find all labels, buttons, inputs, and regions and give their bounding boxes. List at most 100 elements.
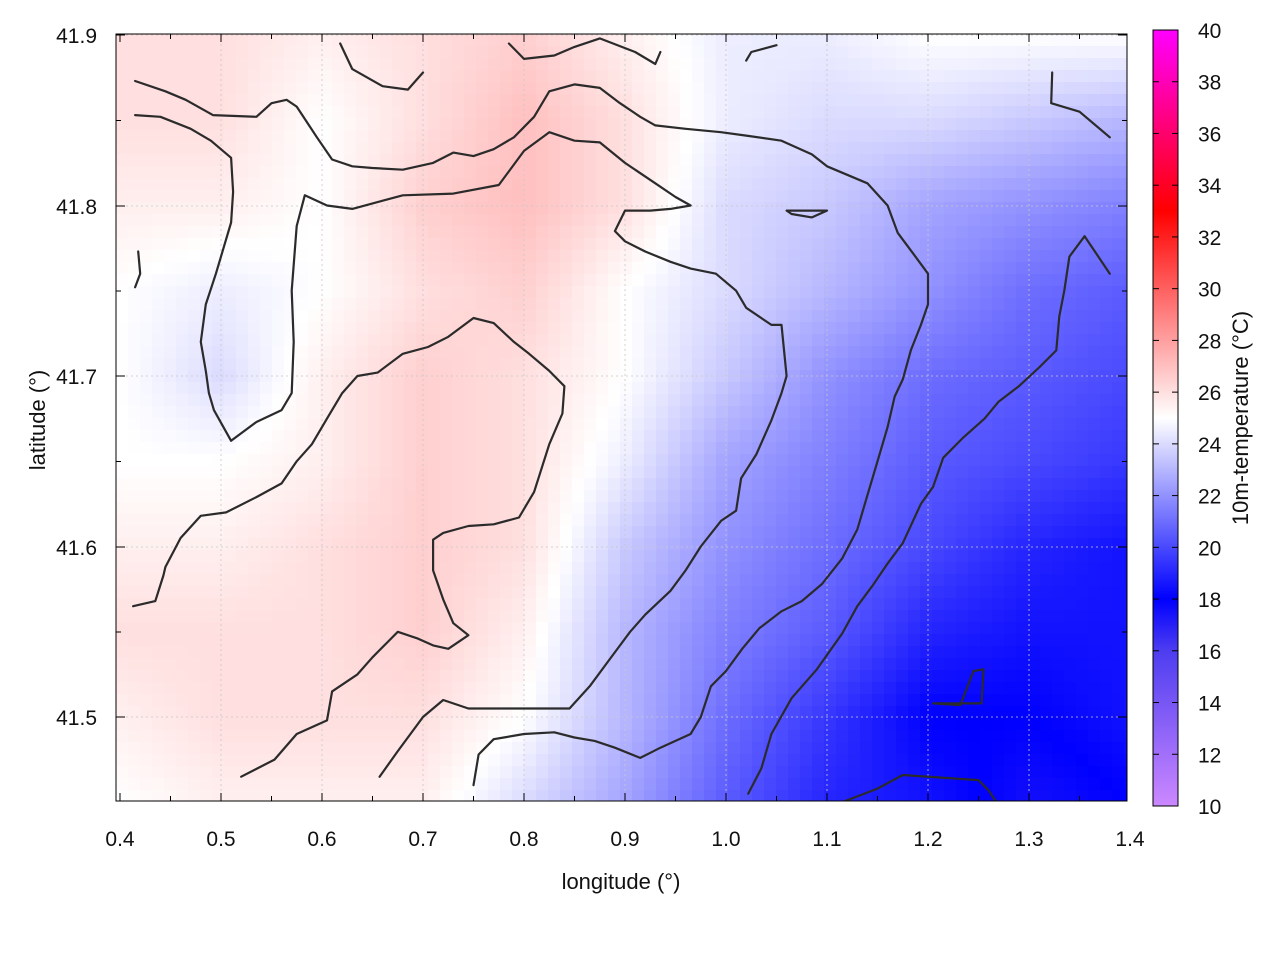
heat-cell	[692, 490, 705, 503]
heat-cell	[212, 154, 225, 167]
heat-cell	[800, 406, 813, 419]
heat-cell	[356, 94, 369, 107]
heat-cell	[1040, 418, 1053, 431]
heat-cell	[1052, 358, 1065, 371]
heat-cell	[872, 346, 885, 359]
heat-cell	[956, 406, 969, 419]
heat-cell	[176, 430, 189, 443]
heat-cell	[464, 34, 477, 47]
heat-cell	[764, 394, 777, 407]
heat-cell	[1028, 130, 1041, 143]
heat-cell	[416, 418, 429, 431]
heat-cell	[728, 226, 741, 239]
heat-cell	[452, 94, 465, 107]
heat-cell	[908, 526, 921, 539]
heat-cell	[536, 298, 549, 311]
heat-cell	[608, 106, 621, 119]
heat-cell	[656, 202, 669, 215]
heat-cell	[128, 562, 141, 575]
heat-cell	[248, 178, 261, 191]
heat-cell	[380, 334, 393, 347]
heat-cell	[152, 490, 165, 503]
heat-cell	[1064, 646, 1077, 659]
heat-cell	[476, 466, 489, 479]
heat-cell	[368, 442, 381, 455]
heat-cell	[656, 382, 669, 395]
heat-cell	[1016, 418, 1029, 431]
heat-cell	[200, 514, 213, 527]
heat-cell	[440, 106, 453, 119]
heat-cell	[320, 274, 333, 287]
heat-cell	[656, 130, 669, 143]
heat-cell	[716, 82, 729, 95]
heat-cell	[704, 190, 717, 203]
heat-cell	[896, 250, 909, 263]
heat-cell	[560, 610, 573, 623]
heat-cell	[584, 706, 597, 719]
heat-cell	[812, 538, 825, 551]
heat-cell	[524, 274, 537, 287]
heat-cell	[488, 478, 501, 491]
heat-cell	[644, 202, 657, 215]
heat-cell	[776, 58, 789, 71]
heat-cell	[308, 586, 321, 599]
heat-cell	[164, 718, 177, 731]
heat-cell	[116, 706, 129, 719]
heat-cell	[416, 694, 429, 707]
heat-cell	[1100, 682, 1113, 695]
heat-cell	[692, 682, 705, 695]
heat-cell	[716, 178, 729, 191]
heat-cell	[548, 166, 561, 179]
heat-cell	[860, 526, 873, 539]
heat-cell	[1124, 658, 1127, 671]
heat-cell	[812, 514, 825, 527]
heat-cell	[572, 322, 585, 335]
heat-cell	[668, 646, 681, 659]
heat-cell	[224, 562, 237, 575]
heat-cell	[752, 490, 765, 503]
heat-cell	[1100, 58, 1113, 71]
heat-cell	[320, 214, 333, 227]
heat-cell	[488, 214, 501, 227]
heat-cell	[620, 646, 633, 659]
heat-cell	[752, 346, 765, 359]
heat-cell	[644, 718, 657, 731]
heat-cell	[548, 238, 561, 251]
heat-cell	[788, 562, 801, 575]
heat-cell	[212, 682, 225, 695]
heat-cell	[344, 406, 357, 419]
heat-cell	[428, 622, 441, 635]
heat-cell	[836, 346, 849, 359]
heat-cell	[992, 310, 1005, 323]
heat-cell	[272, 670, 285, 683]
heat-cell	[656, 442, 669, 455]
heat-cell	[944, 598, 957, 611]
heat-cell	[1016, 70, 1029, 83]
heat-cell	[176, 730, 189, 743]
heat-cell	[896, 118, 909, 131]
heat-cell	[824, 586, 837, 599]
heat-cell	[764, 646, 777, 659]
heat-cell	[236, 154, 249, 167]
heat-cell	[1040, 298, 1053, 311]
heat-cell	[692, 118, 705, 131]
heat-cell	[260, 202, 273, 215]
heat-cell	[212, 310, 225, 323]
heat-cell	[152, 46, 165, 59]
heat-cell	[788, 430, 801, 443]
heat-cell	[200, 334, 213, 347]
heat-cell	[1112, 538, 1125, 551]
heat-cell	[968, 34, 981, 47]
heat-cell	[860, 190, 873, 203]
heat-cell	[512, 370, 525, 383]
heat-cell	[608, 682, 621, 695]
heat-cell	[332, 346, 345, 359]
heat-cell	[536, 118, 549, 131]
heat-cell	[1076, 478, 1089, 491]
heat-cell	[776, 442, 789, 455]
heat-cell	[872, 586, 885, 599]
heat-cell	[344, 730, 357, 743]
heat-cell	[956, 514, 969, 527]
heat-cell	[404, 274, 417, 287]
heat-cell	[464, 478, 477, 491]
